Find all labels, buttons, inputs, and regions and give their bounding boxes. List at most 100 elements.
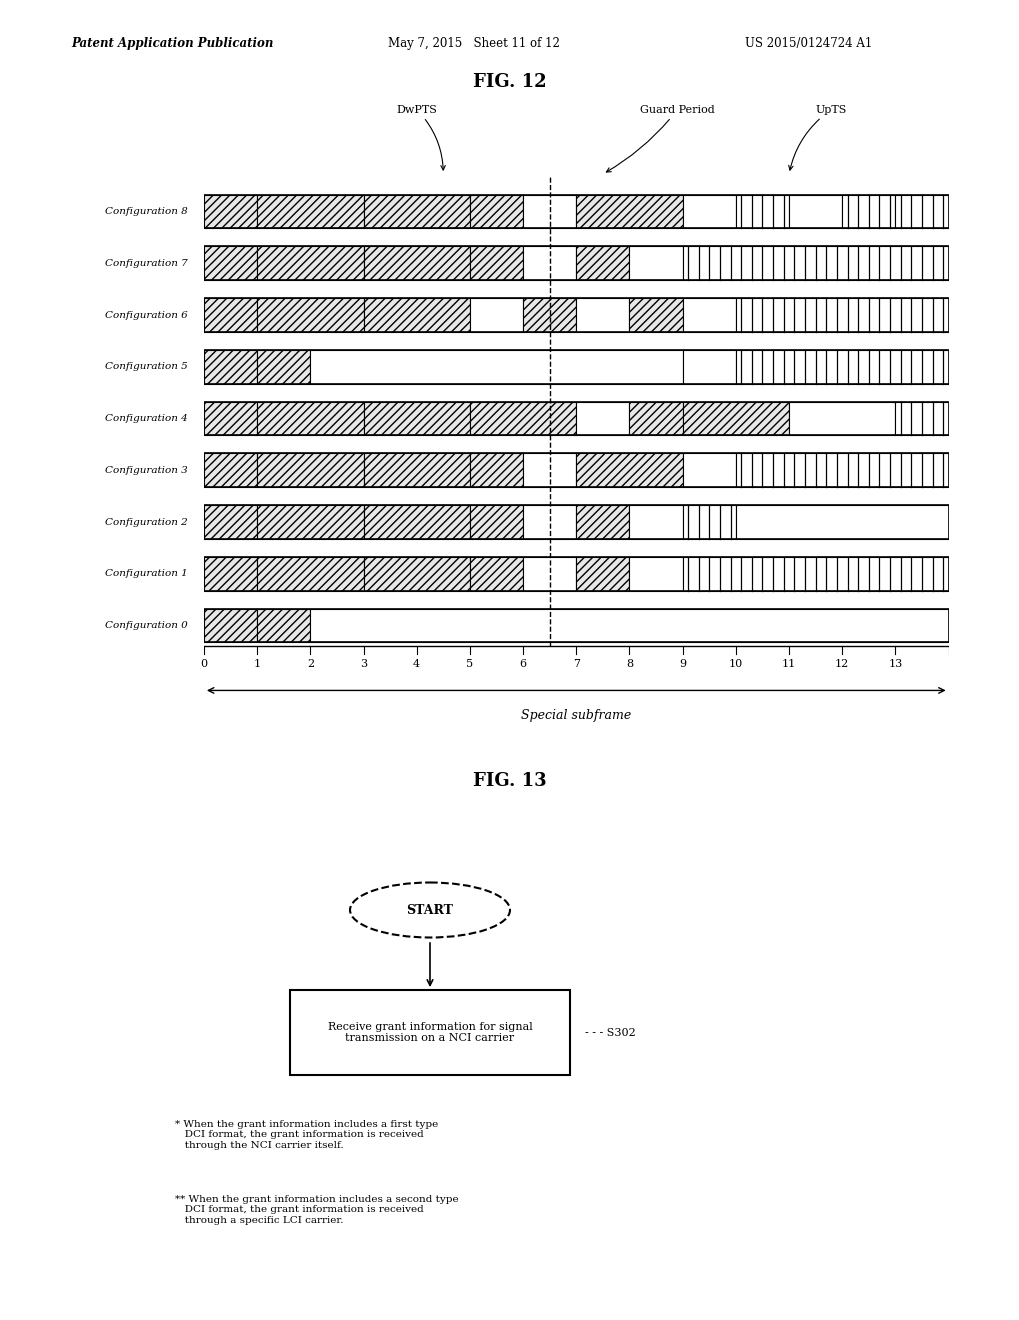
Bar [257,247,363,280]
Text: 10: 10 [728,660,742,669]
Bar [735,298,948,331]
Bar [629,247,682,280]
Text: Configuration 2: Configuration 2 [105,517,187,527]
Text: Configuration 6: Configuration 6 [105,310,187,319]
Text: 11: 11 [782,660,796,669]
Bar [629,298,682,331]
Bar [735,506,948,539]
Bar [310,350,682,384]
Text: 2: 2 [307,660,314,669]
Bar [576,195,682,228]
Bar [257,298,363,331]
Text: Configuration 8: Configuration 8 [105,207,187,216]
Bar [257,195,363,228]
Bar [576,506,629,539]
Text: 1: 1 [254,660,261,669]
Bar [523,195,576,228]
Bar [470,401,576,436]
Bar [363,195,470,228]
Bar [257,609,310,643]
Ellipse shape [350,883,510,937]
Bar [576,247,629,280]
Bar [523,247,576,280]
Text: 6: 6 [519,660,526,669]
Text: Configuration 7: Configuration 7 [105,259,187,268]
Bar [576,298,629,331]
Bar [204,609,257,643]
Bar [204,401,948,436]
Text: 9: 9 [679,660,686,669]
Bar [257,454,363,487]
Bar [735,350,948,384]
Bar [204,350,257,384]
Text: 0: 0 [201,660,207,669]
Bar [682,350,735,384]
Bar [735,195,789,228]
Bar [204,350,948,384]
Bar [204,401,257,436]
Text: Configuration 1: Configuration 1 [105,569,187,578]
Bar [576,401,629,436]
Bar [523,557,576,590]
Text: Special subframe: Special subframe [521,709,631,722]
Text: * When the grant information includes a first type
   DCI format, the grant info: * When the grant information includes a … [175,1119,438,1150]
Bar [629,506,682,539]
Text: 4: 4 [413,660,420,669]
Bar [204,298,948,331]
Bar [363,454,470,487]
Bar [363,506,470,539]
Bar [204,247,948,280]
Bar [629,401,682,436]
Bar [470,298,523,331]
Bar [204,298,257,331]
Bar [576,557,629,590]
Text: 8: 8 [626,660,633,669]
Text: START: START [407,903,453,916]
Text: Receive grant information for signal
transmission on a NCI carrier: Receive grant information for signal tra… [327,1022,532,1043]
Bar [470,247,523,280]
Bar [682,506,735,539]
Text: DwPTS: DwPTS [396,104,445,170]
Text: Guard Period: Guard Period [605,104,714,172]
Bar [363,401,470,436]
Bar [629,557,682,590]
Bar [735,454,948,487]
Text: 7: 7 [573,660,579,669]
Text: 3: 3 [360,660,367,669]
Bar [204,557,257,590]
Bar [789,401,895,436]
Text: Configuration 0: Configuration 0 [105,620,187,630]
Bar [204,454,257,487]
Text: 12: 12 [835,660,849,669]
Bar [523,506,576,539]
Bar [257,506,363,539]
Text: 5: 5 [466,660,473,669]
Text: - - - S302: - - - S302 [585,1027,635,1038]
Bar [204,454,948,487]
Bar [682,557,948,590]
Bar [310,609,948,643]
Bar [523,454,576,487]
Bar [204,247,257,280]
Bar [257,557,363,590]
Bar [470,557,523,590]
Bar [682,195,735,228]
Bar [895,401,948,436]
Bar [842,195,895,228]
Text: FIG. 13: FIG. 13 [473,772,546,791]
Bar [789,195,842,228]
Text: ** When the grant information includes a second type
   DCI format, the grant in: ** When the grant information includes a… [175,1195,459,1225]
Bar [204,609,948,643]
Bar [204,195,948,228]
Bar [363,298,470,331]
Bar [682,298,735,331]
Bar [682,454,735,487]
Bar [470,506,523,539]
Bar [895,195,948,228]
Bar [523,298,576,331]
Text: Configuration 4: Configuration 4 [105,414,187,422]
Bar [204,506,948,539]
Text: Patent Application Publication: Patent Application Publication [71,37,273,50]
Bar [257,401,363,436]
Bar [682,401,789,436]
